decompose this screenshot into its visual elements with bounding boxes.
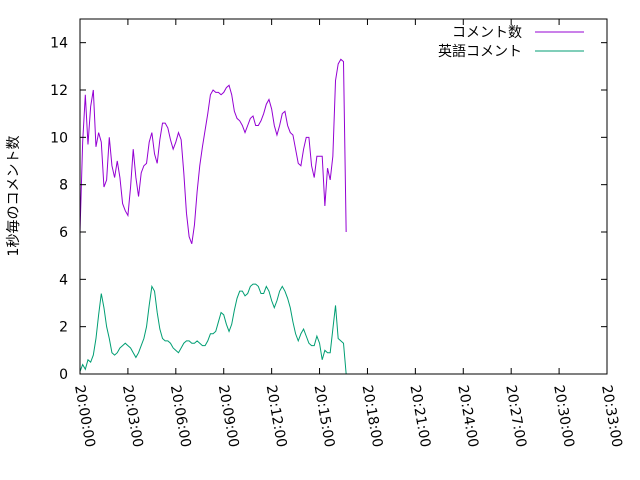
y-tick-label: 12 [50, 83, 68, 99]
y-axis: 0 2 4 6 8 10 12 14 [50, 36, 607, 383]
series-line-1 [79, 58, 347, 245]
plot-frame [79, 18, 608, 375]
y-axis-label: 1秒毎のコメント数 [6, 136, 22, 257]
y-tick-label: 10 [50, 130, 68, 146]
y-tick-label: 6 [59, 225, 68, 241]
series-line-2 [79, 283, 347, 375]
legend-label: 英語コメント [438, 43, 522, 60]
y-tick-label: 4 [59, 272, 68, 288]
y-tick-label: 8 [59, 178, 68, 194]
legend-label: コメント数 [452, 25, 522, 41]
y-tick-label: 0 [59, 367, 68, 383]
series-layer [79, 58, 347, 375]
y-tick-label: 2 [59, 320, 68, 336]
y-tick-label: 14 [50, 36, 68, 52]
